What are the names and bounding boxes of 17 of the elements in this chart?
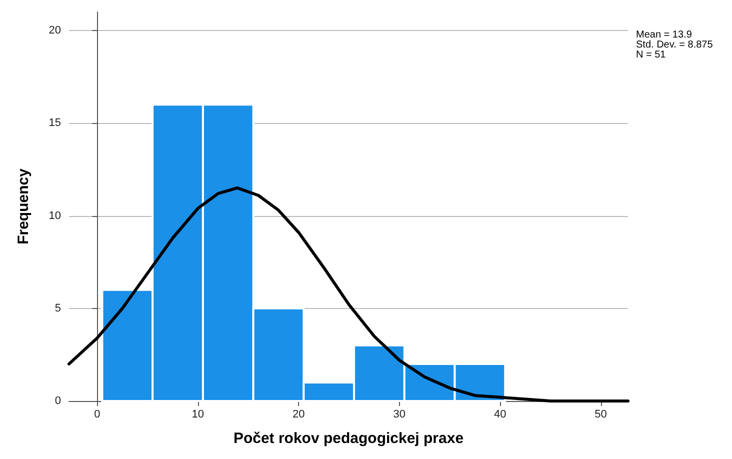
x-tick-label: 20 (292, 408, 305, 420)
y-tick-label: 10 (48, 210, 61, 222)
text: Std. Dev. = 8.875 (636, 40, 714, 50)
x-tick-label: 50 (594, 408, 607, 420)
x-tick-label: 30 (393, 408, 406, 420)
y-tick-label: 0 (54, 395, 61, 407)
x-tick-label: 0 (94, 408, 100, 420)
x-tick-label: 10 (192, 408, 204, 420)
x-axis-title: Počet rokov pedagogickej praxe (233, 430, 464, 447)
y-tick-label: 5 (54, 302, 61, 314)
text: Mean = 13.9 (636, 30, 692, 40)
x-tick-label: 40 (494, 408, 506, 420)
y-tick-label: 15 (48, 117, 61, 130)
y-axis-title: Frequency (15, 168, 32, 244)
line-series (68, 186, 630, 402)
text: N = 51 (636, 50, 666, 60)
y-tick-label: 20 (48, 24, 61, 37)
